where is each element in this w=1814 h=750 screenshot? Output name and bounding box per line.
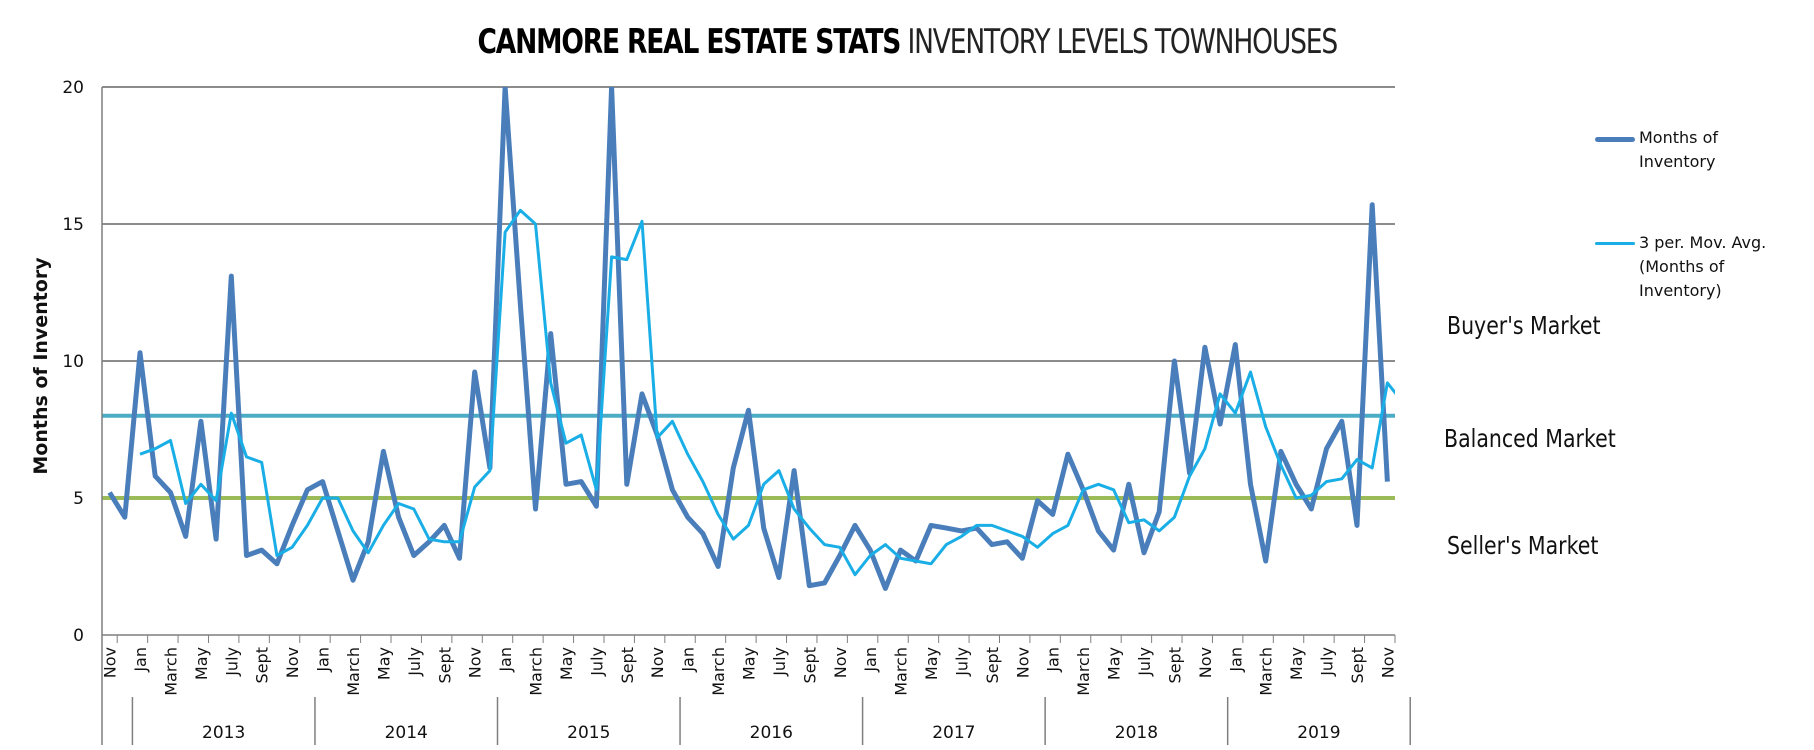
x-month-label: Nov: [101, 647, 120, 678]
x-month-label: Jan: [861, 647, 880, 673]
sellers-market-label: Seller's Market: [1447, 531, 1599, 560]
x-year-label: 2019: [1297, 723, 1340, 743]
x-month-label: Nov: [466, 647, 485, 678]
x-month-label: July: [952, 647, 971, 677]
x-month-label: March: [892, 647, 911, 696]
x-month-label: May: [557, 647, 576, 680]
x-month-label: July: [405, 647, 424, 677]
legend-label-avg: 3 per. Mov. Avg. (Months of Inventory): [1639, 233, 1767, 300]
x-month-label: March: [1074, 647, 1093, 696]
x-month-label: May: [1105, 647, 1124, 680]
y-tick-label: 15: [62, 215, 84, 235]
chart-title-bold: CANMORE REAL ESTATE STATS: [477, 22, 901, 62]
x-month-label: Jan: [1044, 647, 1063, 673]
x-month-label: Sept: [253, 647, 272, 683]
x-year-label: 2016: [750, 723, 793, 743]
y-tick-label: 20: [62, 78, 84, 98]
x-month-label: Sept: [983, 647, 1002, 683]
grid-layer: [102, 86, 1395, 499]
x-month-label: Jan: [1226, 647, 1245, 673]
x-year-label: 2015: [567, 723, 610, 743]
x-month-label: May: [740, 647, 759, 680]
x-month-label: Nov: [648, 647, 667, 678]
legend-label-months: Months of Inventory: [1639, 128, 1718, 171]
y-tick-label: 0: [73, 626, 84, 646]
x-month-label: Nov: [283, 647, 302, 678]
x-month-label: Jan: [679, 647, 698, 673]
x-month-label: Sept: [435, 647, 454, 683]
balanced-market-label: Balanced Market: [1444, 424, 1616, 453]
x-month-label: July: [1135, 647, 1154, 677]
x-month-label: March: [709, 647, 728, 696]
y-tick-label: 10: [62, 352, 84, 372]
legend-swatch-avg: [1595, 242, 1635, 245]
x-month-label: Nov: [1196, 647, 1215, 678]
y-tick-label: 5: [73, 489, 84, 509]
x-month-label: May: [374, 647, 393, 680]
x-month-label: March: [527, 647, 546, 696]
x-month-label: Sept: [1348, 647, 1367, 683]
legend-swatch-months: [1595, 137, 1635, 142]
axis-labels: 0 5 10 15 20 Nov Jan March May July Sept Nov Jan Marc…: [30, 78, 1397, 743]
x-month-label: Sept: [1165, 647, 1184, 683]
axes: [101, 87, 1411, 745]
series-moving-average: [139, 208, 1395, 577]
x-month-label: May: [1287, 647, 1306, 680]
x-month-label: May: [192, 647, 211, 680]
x-month-label: March: [161, 647, 180, 696]
x-month-label: March: [1257, 647, 1276, 696]
x-month-label: July: [770, 647, 789, 677]
x-month-label: Sept: [800, 647, 819, 683]
buyers-market-label: Buyer's Market: [1447, 311, 1601, 340]
x-year-label: 2014: [385, 723, 428, 743]
x-year-label: 2013: [202, 723, 245, 743]
y-axis-title: Months of Inventory: [30, 257, 52, 475]
x-month-label: Nov: [1378, 647, 1397, 678]
x-month-label: July: [1318, 647, 1337, 677]
chart-title: CANMORE REAL ESTATE STATS INVENTORY LEVE…: [200, 22, 1615, 62]
x-month-label: March: [344, 647, 363, 696]
x-month-label: July: [587, 647, 606, 677]
x-month-label: Nov: [1013, 647, 1032, 678]
x-year-label: 2018: [1115, 723, 1158, 743]
x-month-label: Jan: [314, 647, 333, 673]
x-month-label: July: [222, 647, 241, 677]
series-months-of-inventory: [107, 87, 1390, 591]
chart-title-light: INVENTORY LEVELS TOWNHOUSES: [907, 22, 1338, 62]
x-month-label: Sept: [618, 647, 637, 683]
x-month-label: Jan: [131, 647, 150, 673]
x-year-label: 2017: [932, 723, 975, 743]
x-month-label: Nov: [831, 647, 850, 678]
x-month-label: Jan: [496, 647, 515, 673]
series-layer: [107, 87, 1395, 591]
x-month-label: May: [922, 647, 941, 680]
